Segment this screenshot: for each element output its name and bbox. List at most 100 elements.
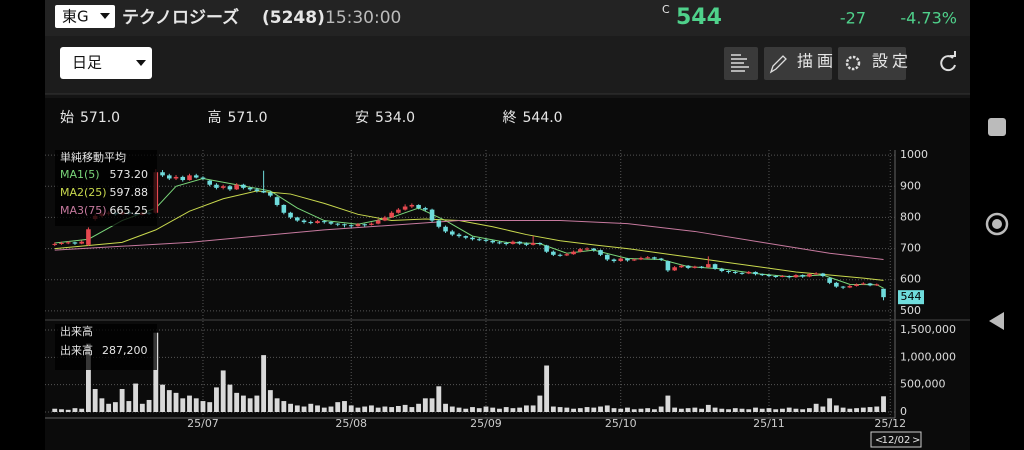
nav-back[interactable] [989,312,1004,330]
volume-bar [860,407,866,412]
legend-name: MA1(5) [60,168,100,181]
volume-bar [133,383,139,412]
exchange-select[interactable] [55,5,115,28]
volume-bar [146,399,152,412]
volume-bar [220,370,226,412]
last-price: 544 [901,290,922,303]
candle-body [759,274,765,276]
candle-body [544,245,549,252]
candle-body [423,208,428,210]
volume-bar [497,408,502,412]
candle-body [766,275,772,277]
volume-bar [369,405,374,412]
candle-body [564,254,570,256]
volume-bar [813,403,819,412]
legend-box [55,324,157,370]
nav-home[interactable] [985,212,1009,236]
candle-body [268,192,273,196]
volume-bar [207,402,213,412]
candle-body [241,184,246,188]
candle-body [685,265,691,268]
period-select[interactable] [60,47,152,79]
candle-body [631,259,637,261]
price: 544 [676,5,722,30]
candle-body [712,264,718,269]
volume-bar [429,398,435,412]
candle-body [604,254,610,260]
candle-body [173,176,179,179]
volume-bar [530,405,536,412]
candle-body [409,204,415,207]
ohlc-name: 高 [208,109,222,126]
volume-bar [180,398,186,412]
volume-bar [753,407,758,412]
candle-body [274,197,280,205]
nav-home-dot [992,219,1002,229]
volume-bar [665,395,671,412]
volume-bar [443,403,448,412]
candle-body [524,243,529,245]
draw-label: 描画 [797,52,837,71]
gear-icon [845,55,861,71]
volume-bar [52,408,58,412]
candle-body [375,220,381,224]
candle-body [699,266,704,268]
candle-body [807,274,812,277]
volume-bar [422,398,428,412]
y-tick-label: 1,500,000 [900,323,956,336]
volume-bar [476,408,482,412]
volume-bar [490,407,496,412]
volume-bar [139,403,145,412]
nav-recent[interactable] [988,118,1006,136]
volume-bar [726,409,731,412]
candle-body [672,267,677,271]
volume-bar [840,407,846,412]
candle-body [658,258,664,260]
candle-body [679,265,684,268]
ohlc-name: 終 [503,110,517,126]
volume-bar [119,389,125,412]
volume-bar [732,408,738,412]
cursor-date-box [870,431,922,448]
candle-body [746,271,752,274]
draw-button[interactable] [764,47,832,80]
volume-bar [705,404,711,412]
volume-bar [200,401,206,412]
candle-body [308,222,314,224]
change: -27 [840,9,866,28]
refresh-icon[interactable] [940,55,956,72]
change-pct: -4.73% [900,9,957,28]
volume-bar [166,390,172,412]
x-tick-label: 25/12 [874,417,906,430]
candle-body [416,204,421,209]
candle-body [638,257,644,260]
volume-bar [261,355,267,412]
candle-body [382,217,388,221]
volume-bar [160,384,165,412]
time: 15:30:00 [325,8,401,28]
ma-line [54,177,884,289]
volume-bar [247,398,253,412]
candle-body [369,223,374,225]
volume-bar [65,409,71,412]
volume-bar [685,408,691,412]
candle-body [52,243,58,245]
volume-bar [806,408,812,412]
candle-body [652,257,657,259]
volume-title: 出来高 [60,324,93,338]
volume-bar [523,405,529,412]
volume-bar [564,407,570,412]
candle-body [578,249,583,252]
volume-bar [638,408,644,412]
candle-body [611,259,617,262]
candle-body [180,176,186,181]
candle-body [726,271,731,273]
volume-bar [274,398,280,412]
volume-bar [79,408,85,412]
candle-body [443,226,448,232]
settings-button[interactable] [838,47,906,80]
volume-bar [106,403,112,412]
volume-bar [153,332,159,412]
volume-bar [335,402,341,412]
volume-bar [759,408,765,412]
